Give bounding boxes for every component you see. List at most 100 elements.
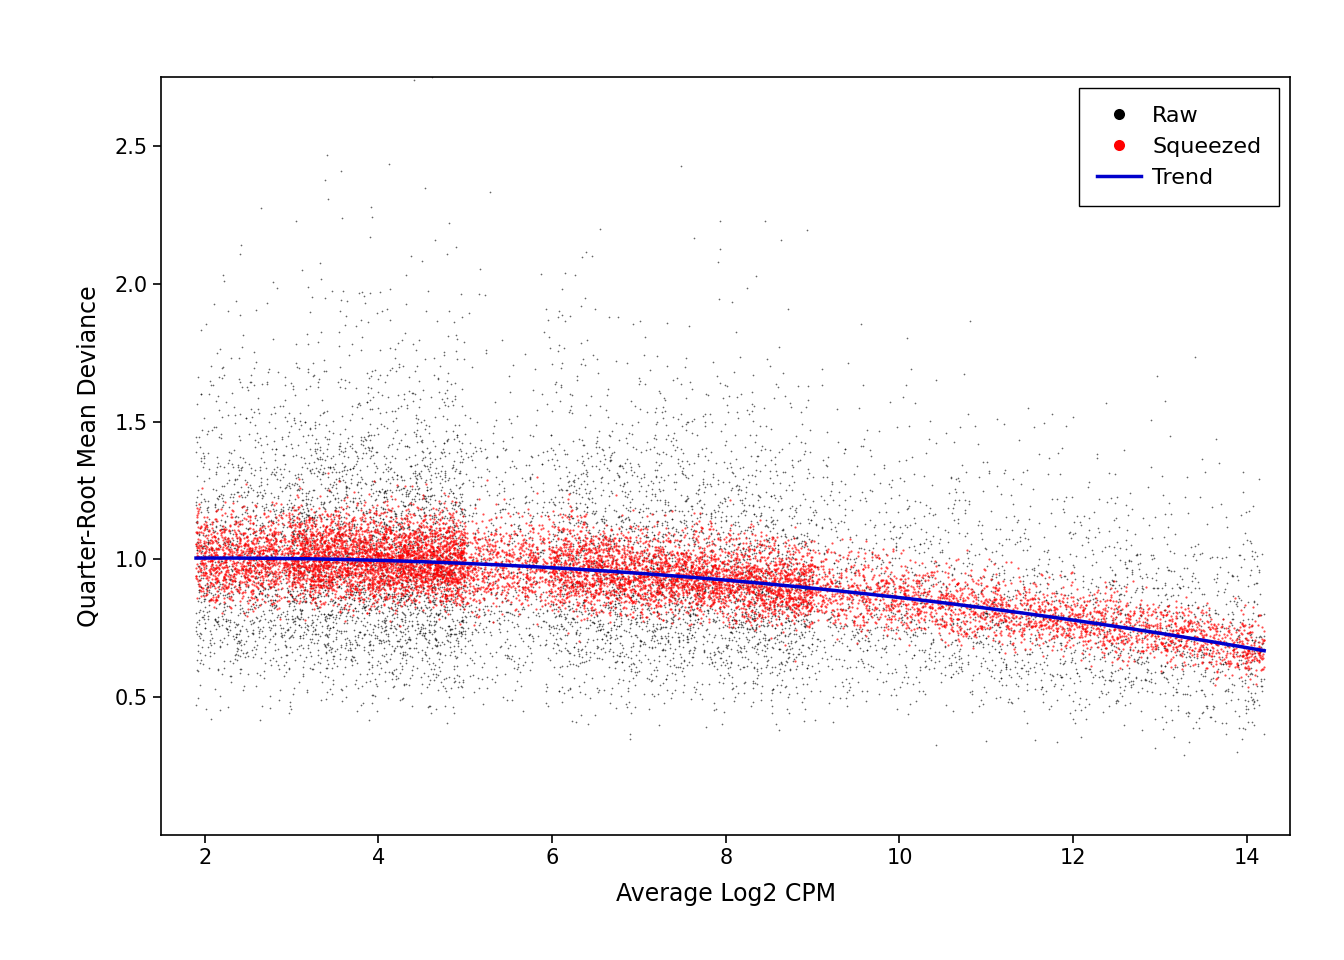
Point — [355, 557, 376, 572]
Point — [304, 504, 325, 519]
Point — [347, 549, 368, 564]
Point — [254, 611, 276, 626]
Point — [935, 617, 957, 633]
Point — [413, 588, 434, 603]
Point — [761, 585, 782, 600]
Point — [378, 463, 399, 478]
Point — [366, 503, 387, 518]
Point — [323, 592, 344, 608]
Point — [418, 650, 439, 665]
Point — [1226, 645, 1247, 660]
Point — [398, 496, 419, 512]
Point — [1212, 634, 1234, 649]
Point — [374, 567, 395, 583]
Point — [1219, 656, 1241, 671]
Point — [896, 670, 918, 685]
Point — [730, 580, 751, 595]
Point — [262, 528, 284, 543]
Point — [1161, 612, 1183, 627]
Point — [390, 548, 411, 564]
Point — [696, 556, 718, 571]
Point — [238, 556, 259, 571]
Point — [866, 536, 887, 551]
Point — [607, 545, 629, 561]
Point — [786, 584, 808, 599]
Point — [308, 609, 329, 624]
Point — [796, 617, 817, 633]
Point — [418, 599, 439, 614]
Point — [543, 443, 564, 458]
Point — [462, 667, 484, 683]
Point — [612, 569, 633, 585]
Point — [566, 573, 587, 588]
Point — [446, 588, 468, 604]
Point — [332, 472, 353, 488]
Point — [297, 540, 319, 555]
Point — [575, 575, 597, 590]
Point — [880, 571, 902, 587]
Point — [551, 482, 573, 497]
Point — [739, 559, 761, 574]
Point — [878, 580, 899, 595]
Point — [821, 575, 843, 590]
Point — [1105, 612, 1126, 627]
Point — [202, 557, 223, 572]
Point — [636, 558, 657, 573]
Point — [398, 590, 419, 606]
Point — [1009, 621, 1031, 636]
Point — [801, 600, 823, 615]
Point — [603, 655, 625, 670]
Point — [282, 560, 304, 575]
Point — [996, 613, 1017, 629]
Point — [953, 610, 974, 625]
Point — [528, 517, 550, 533]
Point — [367, 547, 388, 563]
Point — [396, 516, 418, 532]
Point — [273, 469, 294, 485]
Point — [266, 575, 288, 590]
Point — [743, 593, 765, 609]
Point — [766, 548, 788, 564]
Point — [726, 585, 747, 600]
Point — [188, 537, 210, 552]
Point — [349, 474, 371, 490]
Point — [598, 440, 620, 455]
Point — [444, 638, 465, 654]
Point — [715, 514, 737, 529]
Point — [1099, 560, 1121, 575]
Point — [737, 572, 758, 588]
Point — [430, 526, 452, 541]
Point — [890, 545, 911, 561]
Point — [597, 460, 618, 475]
Point — [855, 516, 876, 532]
Point — [343, 526, 364, 541]
Point — [292, 474, 313, 490]
Point — [231, 547, 253, 563]
Point — [532, 585, 554, 600]
Point — [1243, 637, 1265, 653]
Point — [261, 513, 282, 528]
Point — [1003, 604, 1024, 619]
Point — [290, 637, 312, 653]
Point — [370, 555, 391, 570]
Point — [782, 596, 804, 612]
Point — [624, 555, 645, 570]
Point — [231, 507, 253, 522]
Point — [1066, 636, 1087, 651]
Point — [695, 564, 716, 580]
Point — [761, 514, 782, 529]
Point — [305, 551, 327, 566]
Point — [1035, 684, 1056, 699]
Point — [771, 366, 793, 381]
Point — [336, 498, 358, 514]
Point — [300, 378, 321, 394]
Point — [695, 719, 716, 734]
Point — [437, 607, 458, 622]
Point — [909, 579, 930, 594]
Point — [419, 521, 441, 537]
Point — [646, 662, 668, 678]
Point — [425, 658, 446, 673]
Point — [310, 544, 332, 560]
Point — [1024, 682, 1046, 697]
Point — [1105, 615, 1126, 631]
